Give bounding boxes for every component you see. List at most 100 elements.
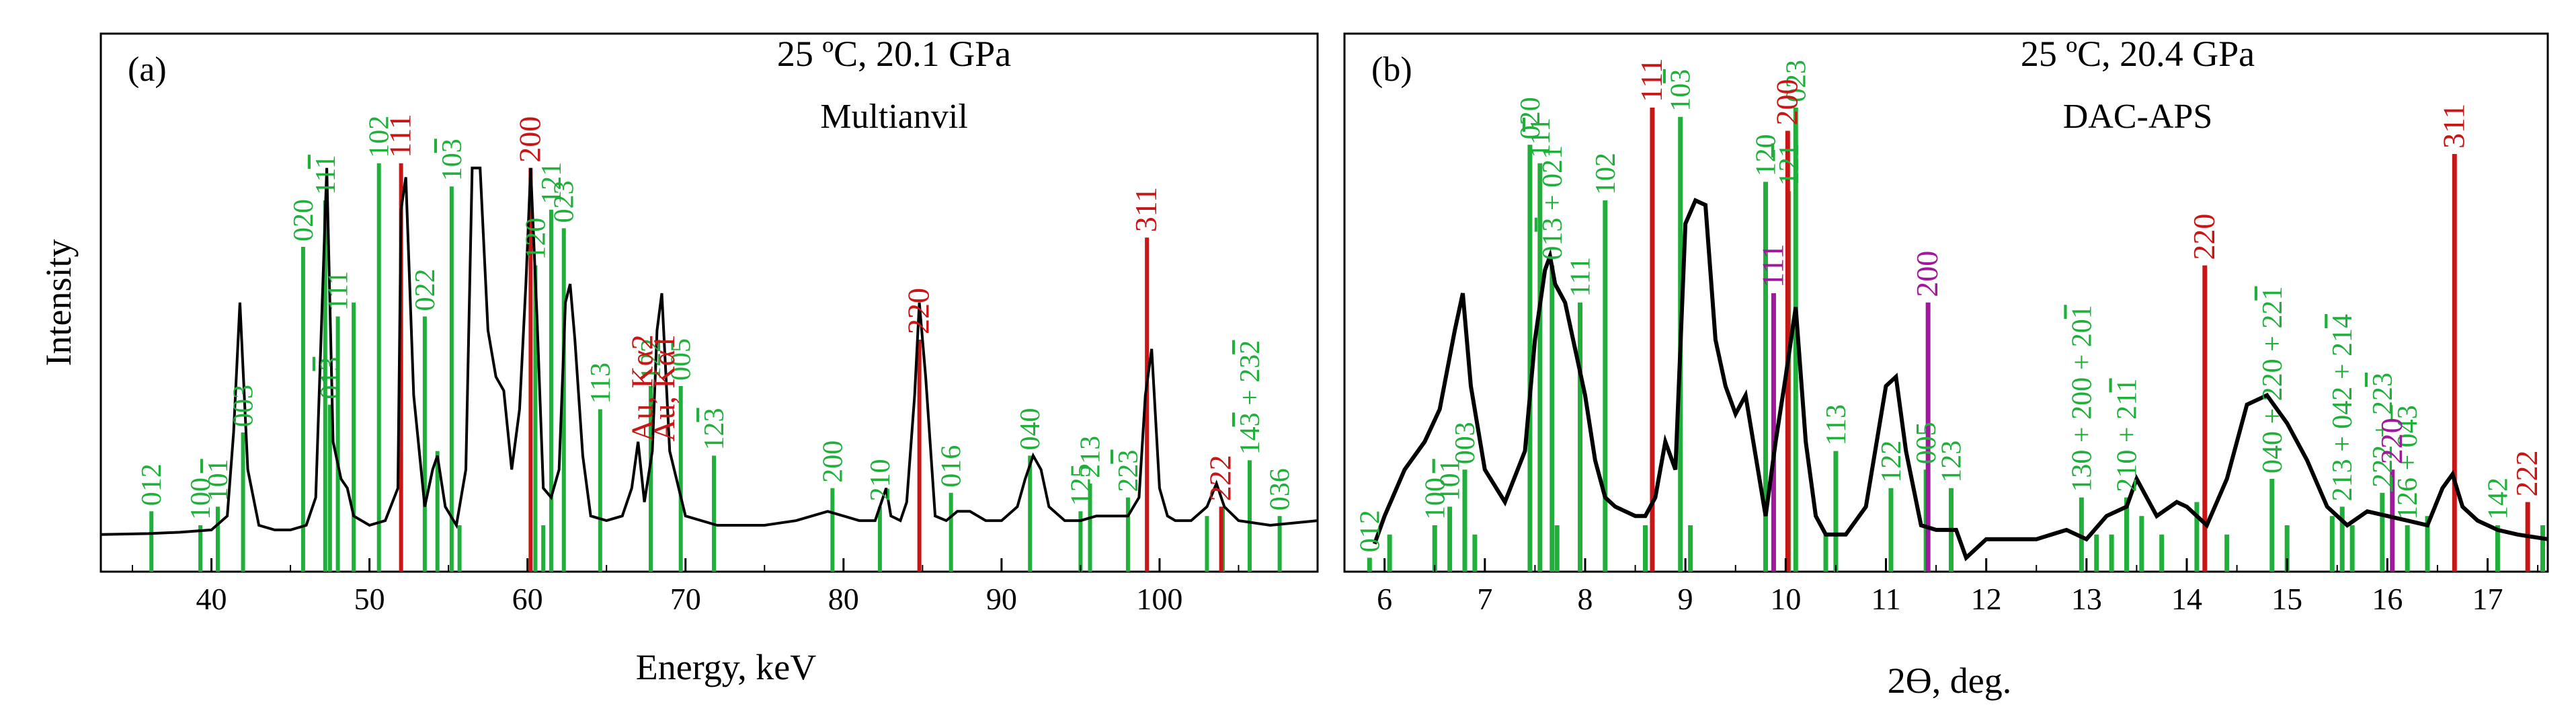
- phase-reflection-label: 213 + 042 + 214: [2327, 314, 2358, 501]
- phase-reflection-label: 016: [936, 445, 967, 488]
- phase-reflection-label: 111: [311, 155, 341, 195]
- panel-a-phase-lines: [149, 163, 1282, 572]
- x-tick-label: 10: [1770, 582, 1801, 616]
- phase-reflection-label: 120: [1751, 134, 1782, 176]
- x-tick-label: 100: [1136, 582, 1182, 616]
- phase-reflection-label: 111: [323, 271, 354, 311]
- panel-a-line-labels: 012 1001010030201110131111020221031201210…: [136, 114, 1295, 520]
- gold-reflection-label: 111: [383, 114, 417, 158]
- phase-reflection-label: 100: [186, 478, 216, 520]
- phase-reflection-label: 101: [203, 459, 234, 501]
- panel-b-title: 25 ºC, 20.4 GPa: [2021, 34, 2255, 74]
- phase-reflection-label: 020: [1515, 97, 1546, 139]
- phase-reflection-label: 222 + 223: [2368, 373, 2399, 488]
- phase-reflection-label: 122: [1876, 441, 1907, 483]
- phase-reflection-label: 200: [817, 441, 848, 483]
- x-tick-label: 13: [2071, 582, 2102, 616]
- x-tick-label: 12: [1971, 582, 2002, 616]
- panel-b-spectrum-line: [1372, 197, 2548, 562]
- phase-reflection-label: 013: [315, 357, 346, 399]
- phase-reflection-label: 223: [1113, 450, 1144, 492]
- phase-reflection-label: 111: [1525, 118, 1556, 158]
- pt-reflection-label: 200: [1910, 251, 1944, 297]
- x-tick-label: 16: [2372, 582, 2403, 616]
- annotation-label: Au, Kα1: [647, 334, 681, 442]
- phase-reflection-label: 210 + 211: [2112, 378, 2143, 492]
- phase-reflection-label: 020: [288, 199, 319, 241]
- phase-reflection-label: 120: [520, 218, 551, 260]
- phase-reflection-label: 003: [229, 385, 259, 427]
- panel-b-phase-lines: [1367, 108, 2546, 572]
- x-tick-label: 60: [512, 582, 543, 616]
- phase-reflection-label: 125: [1065, 463, 1096, 506]
- phase-reflection-label: 122: [636, 338, 667, 381]
- phase-reflection-label: 003: [1450, 422, 1481, 464]
- panel-a-gold-lines: [399, 163, 1223, 572]
- x-tick-label: 90: [986, 582, 1017, 616]
- gold-reflection-label: 222: [1203, 455, 1238, 501]
- pt-reflection-label: 111: [1755, 243, 1789, 288]
- x-tick-label: 17: [2472, 582, 2503, 616]
- x-tick-label: 8: [1578, 582, 1593, 616]
- phase-reflection-label: 113: [586, 363, 616, 404]
- phase-reflection-label: 126 + 043: [2392, 405, 2423, 520]
- phase-reflection-label: 123: [699, 408, 730, 451]
- panel-b-subtitle: DAC-APS: [2063, 98, 2213, 136]
- phase-reflection-label: 005: [666, 338, 697, 381]
- phase-reflection-label: 012: [136, 463, 167, 506]
- panel-b-label: (b): [1371, 50, 1412, 89]
- x-tick-label: 50: [354, 582, 385, 616]
- gold-reflection-label: 111: [1634, 58, 1668, 102]
- panel-a-ylabel: Intensity: [38, 239, 79, 367]
- x-tick-label: 40: [196, 582, 227, 616]
- phase-reflection-label: 023: [549, 180, 580, 223]
- panel-a-x-axis: 40 50 60 70 80 90 100: [132, 558, 1240, 616]
- panel-b: 6 7 8 9 10 11 12 13 14 15 16 17 0121001010030201110…: [1343, 32, 2549, 701]
- phase-reflection-label: 012: [1355, 510, 1385, 552]
- phase-reflection-label: 142: [2483, 478, 2513, 520]
- phase-reflection-label: 213: [1076, 436, 1106, 478]
- panel-b-x-axis: 6 7 8 9 10 11 12 13 14 15 16 17: [1377, 558, 2539, 616]
- panel-a: 40 50 60 70 80 90 100 012 100101003020111013111…: [38, 32, 1319, 687]
- panel-a-label: (a): [128, 50, 167, 89]
- phase-reflection-label: 102: [364, 116, 395, 158]
- gold-reflection-label: 311: [1129, 187, 1163, 232]
- x-tick-label: 9: [1678, 582, 1693, 616]
- annotation-label: Au, Kα2: [625, 334, 659, 442]
- phase-reflection-label: 121: [536, 162, 567, 204]
- x-tick-label: 11: [1871, 582, 1900, 616]
- phase-reflection-label: 022: [410, 269, 441, 311]
- phase-reflection-label: 013 + 021: [1537, 145, 1568, 260]
- phase-reflection-label: 210: [865, 459, 896, 501]
- gold-reflection-label: 220: [901, 288, 936, 334]
- phase-reflection-label: 005: [1911, 422, 1942, 464]
- phase-reflection-label: 121: [1774, 143, 1805, 186]
- gold-reflection-label: 222: [2509, 451, 2544, 497]
- phase-reflection-label: 102: [1591, 153, 1621, 195]
- pt-reflection-label: 220: [2374, 418, 2409, 464]
- phase-reflection-label: 103: [437, 139, 468, 181]
- panel-a-subtitle: Multianvil: [820, 98, 968, 136]
- phase-reflection-label: 111: [1566, 257, 1597, 297]
- x-tick-label: 15: [2271, 582, 2302, 616]
- gold-reflection-label: 200: [512, 116, 547, 163]
- gold-reflection-label: 311: [2436, 104, 2470, 149]
- panel-a-title: 25 ºC, 20.1 GPa: [777, 34, 1011, 74]
- x-tick-label: 70: [670, 582, 701, 616]
- x-tick-label: 80: [828, 582, 859, 616]
- phase-reflection-label: 040: [1015, 408, 1046, 451]
- phase-reflection-label: 100: [1420, 478, 1451, 520]
- phase-reflection-label: 130 + 200 + 201: [2066, 305, 2097, 492]
- x-tick-label: 14: [2171, 582, 2202, 616]
- gold-reflection-label: 220: [2187, 214, 2221, 260]
- phase-reflection-label: 040 + 220 + 221: [2257, 287, 2288, 473]
- panel-b-xlabel: 2Ɵ, deg.: [1888, 660, 2011, 701]
- panel-a-xlabel: Energy, keV: [636, 647, 816, 687]
- phase-reflection-label: 143 + 232: [1235, 340, 1266, 455]
- x-tick-label: 6: [1377, 582, 1392, 616]
- x-tick-label: 7: [1477, 582, 1492, 616]
- phase-reflection-label: 123: [1936, 441, 1967, 483]
